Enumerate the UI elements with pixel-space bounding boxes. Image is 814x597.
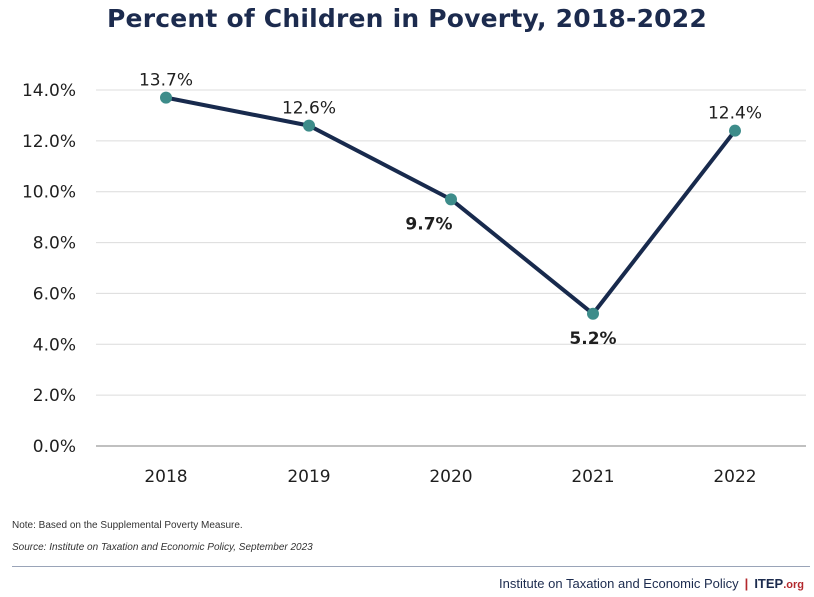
y-tick-label: 10.0% [22, 183, 76, 203]
data-label: 12.6% [282, 99, 336, 119]
x-tick-label: 2022 [713, 467, 756, 487]
x-axis-ticks: 2018 2019 2020 2021 2022 [144, 467, 756, 487]
data-labels: 13.7% 12.6% 9.7% 5.2% 12.4% [139, 71, 762, 349]
footer-brand-suffix: .org [783, 579, 804, 591]
y-tick-label: 8.0% [33, 234, 76, 254]
footer-org-name: Institute on Taxation and Economic Polic… [498, 576, 739, 591]
chart-note: Note: Based on the Supplemental Poverty … [12, 520, 243, 531]
chart-plot: 0.0% 2.0% 4.0% 6.0% 8.0% 10.0% 12.0% 14.0% 2018… [22, 71, 806, 487]
x-tick-label: 2019 [287, 467, 330, 487]
series-line-path [164, 95, 737, 316]
y-tick-label: 2.0% [33, 386, 76, 406]
footer-brand: ITEP [754, 576, 784, 591]
y-tick-label: 0.0% [33, 437, 76, 457]
footer-separator: | [744, 576, 749, 591]
x-tick-label: 2020 [429, 467, 472, 487]
data-label: 13.7% [139, 71, 193, 91]
y-axis-ticks: 0.0% 2.0% 4.0% 6.0% 8.0% 10.0% 12.0% 14.0% [22, 81, 76, 457]
y-tick-label: 4.0% [33, 335, 76, 355]
data-points [160, 91, 741, 320]
data-point [729, 124, 741, 137]
data-point [445, 193, 457, 206]
data-point [160, 91, 172, 104]
data-label: 12.4% [708, 104, 762, 124]
data-label: 5.2% [569, 329, 616, 349]
y-tick-label: 14.0% [22, 81, 76, 101]
data-point [587, 307, 599, 320]
y-tick-label: 12.0% [22, 132, 76, 152]
data-label: 9.7% [405, 214, 452, 234]
chart-title: Percent of Children in Poverty, 2018-202… [107, 4, 707, 33]
footer: Institute on Taxation and Economic Polic… [499, 576, 804, 591]
gridlines [96, 89, 806, 447]
data-point [303, 119, 315, 132]
chart-source: Source: Institute on Taxation and Econom… [12, 542, 313, 553]
y-tick-label: 6.0% [33, 284, 76, 304]
x-tick-label: 2021 [571, 467, 614, 487]
footer-divider [12, 566, 810, 567]
x-tick-label: 2018 [144, 467, 187, 487]
series-line [164, 95, 737, 316]
